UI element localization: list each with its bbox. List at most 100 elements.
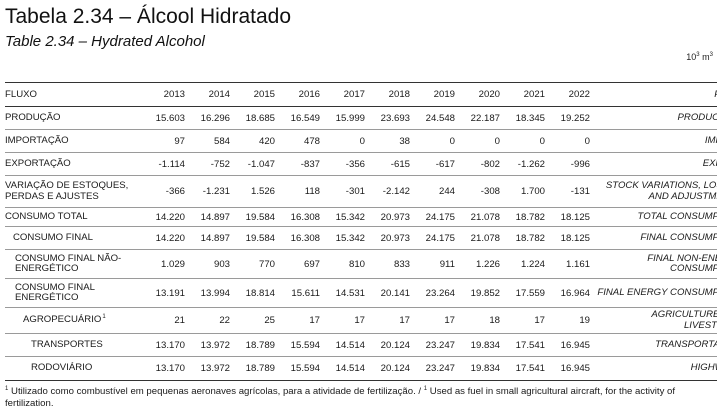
table-cell: 21 xyxy=(143,307,188,334)
table-cell: 14.897 xyxy=(188,226,233,250)
row-label-pt: AGROPECUÁRIO1 xyxy=(5,307,143,334)
table-cell: 0 xyxy=(548,129,593,153)
table-cell: -2.142 xyxy=(368,175,413,208)
row-label-en-text: AGRICULTURE AND LIVESTOCK xyxy=(651,309,717,331)
row-label-text: VARIAÇÃO DE ESTOQUES, PERDAS E AJUSTES xyxy=(5,180,129,202)
table-cell: 20.973 xyxy=(368,207,413,227)
table-cell: 15.999 xyxy=(323,106,368,130)
table-cell: 13.170 xyxy=(143,333,188,357)
table-cell: 770 xyxy=(233,249,278,279)
table-cell: 18.782 xyxy=(503,226,548,250)
table-cell: 19.584 xyxy=(233,207,278,227)
table-cell: 13.972 xyxy=(188,333,233,357)
header-flow-en: FLOW xyxy=(593,82,717,107)
footnote-marker: 1 xyxy=(5,385,9,392)
table-cell: 1.526 xyxy=(233,175,278,208)
row-label-en: EXPORT xyxy=(593,152,717,176)
table-cell: 19.834 xyxy=(458,356,503,381)
header-year: 2018 xyxy=(368,82,413,107)
row-label-en: IMPORT xyxy=(593,129,717,153)
table-cell: 118 xyxy=(278,175,323,208)
table-cell: 18.345 xyxy=(503,106,548,130)
unit-suffix: m xyxy=(702,52,710,62)
table-cell: 18.814 xyxy=(233,278,278,308)
row-label-pt: VARIAÇÃO DE ESTOQUES, PERDAS E AJUSTES xyxy=(5,175,143,208)
table-cell: 19 xyxy=(548,307,593,334)
row-label-text: AGROPECUÁRIO xyxy=(23,314,102,326)
table-cell: 810 xyxy=(323,249,368,279)
table-row: CONSUMO TOTAL 14.220 14.897 19.584 16.308 15.… xyxy=(5,207,717,227)
table-cell: 16.964 xyxy=(548,278,593,308)
table-cell: 14.220 xyxy=(143,207,188,227)
table-row: CONSUMO FINAL 14.220 14.897 19.584 16.308 15.… xyxy=(5,226,717,250)
row-label-en-text: FINAL NON-ENERGY CONSUMPTION xyxy=(647,252,717,274)
row-label-text: CONSUMO FINAL xyxy=(13,231,93,243)
row-label-pt: EXPORTAÇÃO xyxy=(5,152,143,176)
table-cell: 18 xyxy=(458,307,503,334)
header-year: 2021 xyxy=(503,82,548,107)
row-label-text: CONSUMO FINAL ENERGÉTICO xyxy=(15,281,95,303)
row-label-en: TOTAL CONSUMPTION xyxy=(593,207,717,227)
table-cell: 21.078 xyxy=(458,207,503,227)
table-cell: 13.191 xyxy=(143,278,188,308)
row-label-en: FINAL ENERGY CONSUMPTION xyxy=(593,278,717,308)
table-cell: 20.973 xyxy=(368,226,413,250)
data-table-wrapper: FLUXO 2013 2014 2015 2016 2017 2018 2019… xyxy=(5,82,717,381)
row-label-text: IMPORTAÇÃO xyxy=(5,134,69,146)
header-year: 2017 xyxy=(323,82,368,107)
table-row: IMPORTAÇÃO975844204780380000IMPORT xyxy=(5,129,717,153)
table-cell: 17 xyxy=(413,307,458,334)
table-header-row: FLUXO 2013 2014 2015 2016 2017 2018 2019… xyxy=(5,82,717,107)
row-label-pt: CONSUMO FINAL NÃO-ENERGÉTICO xyxy=(5,249,143,279)
row-label-text: CONSUMO TOTAL xyxy=(5,210,88,222)
table-cell: 23.693 xyxy=(368,106,413,130)
unit-exponent: 3 xyxy=(696,52,700,58)
table-cell: 15.342 xyxy=(323,226,368,250)
table-row: RODOVIÁRIO 13.170 13.972 18.789 15.594 14.514… xyxy=(5,356,717,381)
table-cell: 0 xyxy=(413,129,458,153)
table-cell: -802 xyxy=(458,152,503,176)
row-label-en: HIGHWAYS xyxy=(593,356,717,381)
table-cell: 16.549 xyxy=(278,106,323,130)
table-cell: 24.548 xyxy=(413,106,458,130)
table-cell: 38 xyxy=(368,129,413,153)
header-year: 2013 xyxy=(143,82,188,107)
page-subtitle: Table 2.34 – Hydrated Alcohol xyxy=(5,33,205,50)
row-label-text: EXPORTAÇÃO xyxy=(5,157,71,169)
header-year: 2022 xyxy=(548,82,593,107)
table-cell: 23.247 xyxy=(413,333,458,357)
table-cell: 15.594 xyxy=(278,333,323,357)
table-cell: 17 xyxy=(278,307,323,334)
table-cell: 19.252 xyxy=(548,106,593,130)
table-cell: 697 xyxy=(278,249,323,279)
table-cell: 17.541 xyxy=(503,356,548,381)
footnote-marker-en: 1 xyxy=(423,385,428,392)
row-label-text: TRANSPORTES xyxy=(31,338,103,350)
footnote-text-en: Used as fuel in small agricultural aircr… xyxy=(5,386,676,409)
row-label-pt: CONSUMO TOTAL xyxy=(5,207,143,227)
table-cell: 18.125 xyxy=(548,207,593,227)
table-cell: -837 xyxy=(278,152,323,176)
table-cell: -1.262 xyxy=(503,152,548,176)
row-label-text: PRODUÇÃO xyxy=(5,111,61,123)
header-flow-pt: FLUXO xyxy=(5,82,143,107)
row-label-en: TRANSPORTATION xyxy=(593,333,717,357)
table-cell: -1.047 xyxy=(233,152,278,176)
table-cell: 833 xyxy=(368,249,413,279)
table-cell: 16.945 xyxy=(548,333,593,357)
table-cell: -301 xyxy=(323,175,368,208)
table-body: PRODUÇÃO 15.603 16.296 18.685 16.549 15.999 23… xyxy=(5,106,717,381)
table-cell: 17 xyxy=(503,307,548,334)
row-label-en-text: HIGHWAYS xyxy=(690,362,717,374)
table-cell: 13.972 xyxy=(188,356,233,381)
table-cell: 22.187 xyxy=(458,106,503,130)
table-cell: 20.141 xyxy=(368,278,413,308)
table-cell: 15.611 xyxy=(278,278,323,308)
table-cell: 97 xyxy=(143,129,188,153)
table-cell: -131 xyxy=(548,175,593,208)
header-year: 2020 xyxy=(458,82,503,107)
table-cell: 23.264 xyxy=(413,278,458,308)
table-cell: 1.226 xyxy=(458,249,503,279)
table-cell: 17.559 xyxy=(503,278,548,308)
row-label-pt: PRODUÇÃO xyxy=(5,106,143,130)
